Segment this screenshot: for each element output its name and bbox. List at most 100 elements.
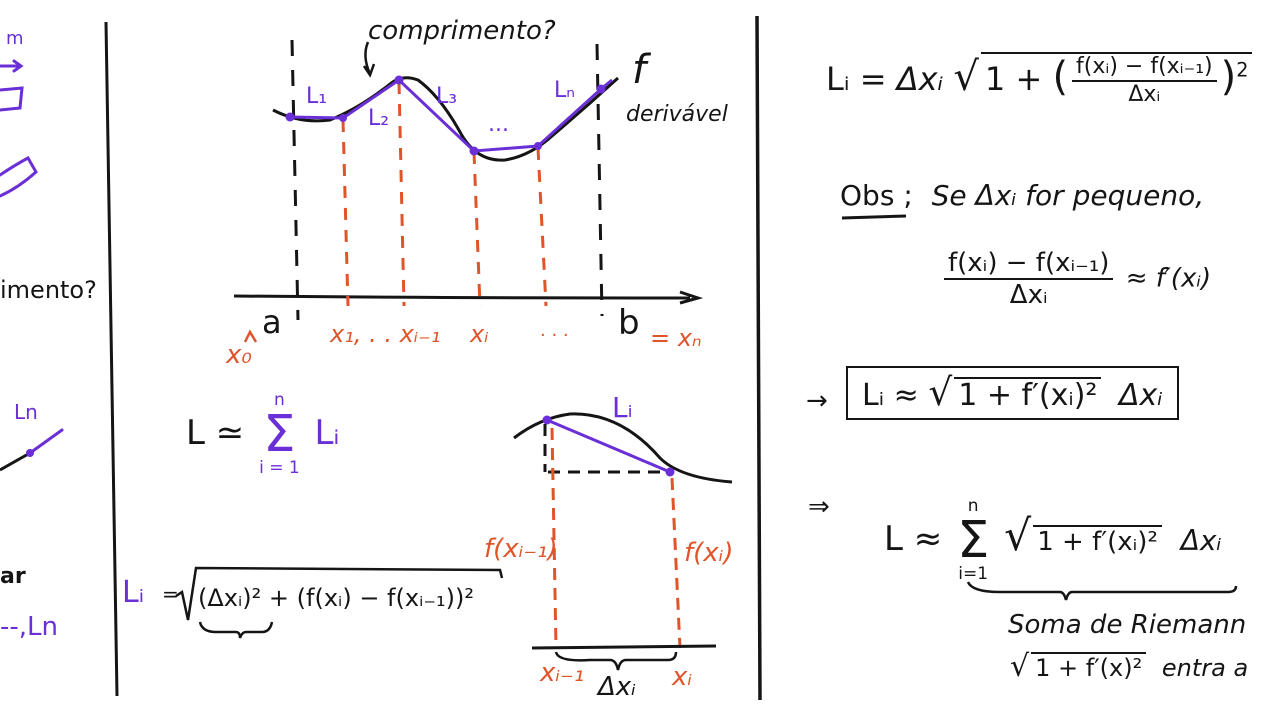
zoom-segment-label: Lᵢ [612,391,633,424]
axis-label-xn: = xₙ [650,324,702,352]
rf-approx: ≈ [913,519,943,559]
obs-underline [841,214,907,220]
axis-label-b: b [618,303,640,343]
bf-factor: Δxᵢ [1118,378,1163,413]
segment-label-2: L₂ [368,106,390,131]
rf-lower: i=1 [958,564,989,584]
f1-den: Δxᵢ [1128,82,1161,107]
boxed-formula: Lᵢ ≈ √ 1 + f′(xᵢ)² Δxᵢ [846,366,1179,420]
sum-sigma: n Σ i = 1 [259,392,300,477]
sum-formula: L ≃ n Σ i = 1 Lᵢ [186,392,340,477]
question-arrow-icon [362,41,376,78]
pythagoras-radicand: (Δxᵢ)² + (f(xᵢ) − f(xᵢ₋₁))² [198,586,474,610]
function-label: f [632,47,647,93]
rf-lhs: L [884,519,903,559]
sqrt-icon: √ [928,370,953,414]
zoom-left-height-label: f(xᵢ₋₁) [484,534,558,564]
divider-left [104,21,119,697]
f1-one-plus: 1 + [984,60,1043,98]
segment-label-n: Lₙ [554,78,576,103]
implies-arrow: ⇒ [808,492,830,522]
zoom-right-x-label: xᵢ [672,662,693,692]
rf-factor: Δxᵢ [1180,524,1222,557]
sigma-icon: Σ [957,511,990,570]
da-approx: ≈ [1125,263,1148,294]
axis-label-a: a [262,303,282,341]
f1-power: 2 [1236,58,1249,82]
left-partial-ln: Ln [14,400,38,424]
sqrt-icon: √ [1004,512,1032,561]
rc-radicand: 1 + f′(x)² [1031,652,1147,680]
x0-equals-mark [243,329,258,343]
divider-right [755,15,762,701]
sum-approx: ≃ [215,413,245,453]
obs-sep: ; [903,179,913,212]
delta-brace [554,651,678,671]
left-strip-curve [0,451,31,472]
length-question: comprimento? [368,16,556,46]
bf-approx: ≈ [893,378,919,413]
tick-labels-x1-xi-1: x₁, . . xᵢ₋₁ [330,320,441,348]
boxed-arrow: → [806,386,828,416]
left-strip-point [26,449,34,457]
pythagoras-eq: = [162,582,179,606]
f1-lhs: Lᵢ [826,60,850,98]
zoom-chord [546,418,671,474]
zoom-delta-label: Δxᵢ [598,672,636,702]
riemann-formula: L ≈ n Σ i=1 √ 1 + f′(xᵢ)² Δxᵢ [884,498,1221,583]
partition-lines [341,81,548,307]
pythagoras-lhs: Lᵢ [122,575,145,610]
segment-label-1: L₁ [306,84,328,109]
radicand-df-squared: (f(xᵢ) − f(xᵢ₋₁))² [296,584,474,612]
left-partial-question: imento? [0,276,97,304]
pythagoras-sqrt [175,566,504,621]
sum-upper: n [273,390,285,410]
zoom-left-x-label: xᵢ₋₁ [540,658,585,688]
function-curve [272,76,620,162]
derivative-approx: f(xᵢ) − f(xᵢ₋₁) Δxᵢ ≈ f′(xᵢ) [940,250,1211,308]
formula-li-exact: Lᵢ = Δxᵢ √ 1 + ( f(xᵢ) − f(xᵢ₋₁) Δxᵢ )2 [826,52,1253,107]
da-rhs: f′(xᵢ) [1155,263,1212,294]
sqrt-icon: √ [1010,649,1030,684]
obs-text: Se Δxᵢ for pequeno, [931,179,1205,212]
sigma-icon: Σ [263,405,296,464]
f1-radicand: 1 + ( f(xᵢ) − f(xᵢ₋₁) Δxᵢ )2 [980,52,1253,107]
f1-factor: Δxᵢ [896,60,944,98]
tick-label-dots: . . . [540,320,569,341]
rc-text: entra a [1161,654,1249,682]
zoom-point-right [665,467,675,477]
da-den: Δxᵢ [1009,280,1048,310]
riemann-underbrace [966,581,1238,601]
sum-lower: i = 1 [259,458,300,478]
dx-underbrace [198,621,274,639]
da-fraction: f(xᵢ) − f(xᵢ₋₁) Δxᵢ [944,250,1114,310]
zoom-point-left [542,415,552,425]
partition-points [285,75,606,156]
radicand-plus: + [268,584,290,612]
left-partial-ar: ar [0,564,26,589]
f1-eq: = [859,60,887,98]
segment-label-dots: ... [488,112,509,137]
bf-radicand: 1 + f′(xᵢ)² [954,377,1102,411]
left-partial-list: --,Ln [0,612,58,642]
axis-label-x0: x₀ [226,340,252,370]
zoom-height-lines [550,427,682,649]
riemann-label: Soma de Riemann [1008,610,1247,640]
rf-radicand: 1 + f′(xᵢ)² [1033,525,1162,555]
da-num: f(xᵢ) − f(xᵢ₋₁) [944,250,1114,280]
rf-upper: n [967,496,979,516]
obs-line: Obs ; Se Δxᵢ for pequeno, [840,182,1204,210]
sum-lhs: L [186,413,205,453]
sum-term: Lᵢ [314,413,340,453]
top-graph-x-axis [233,290,704,305]
sqrt-icon: √ [953,54,979,100]
left-strip-sketches [0,59,64,455]
zoom-right-triangle [543,424,668,474]
tick-label-xi: xᵢ [470,320,489,348]
segment-label-3: L₃ [436,84,458,109]
function-property: derivável [626,102,728,127]
zoom-x-axis [531,644,717,650]
radicand-dx-squared: (Δxᵢ)² [198,584,262,612]
bf-lhs: Lᵢ [862,378,885,413]
